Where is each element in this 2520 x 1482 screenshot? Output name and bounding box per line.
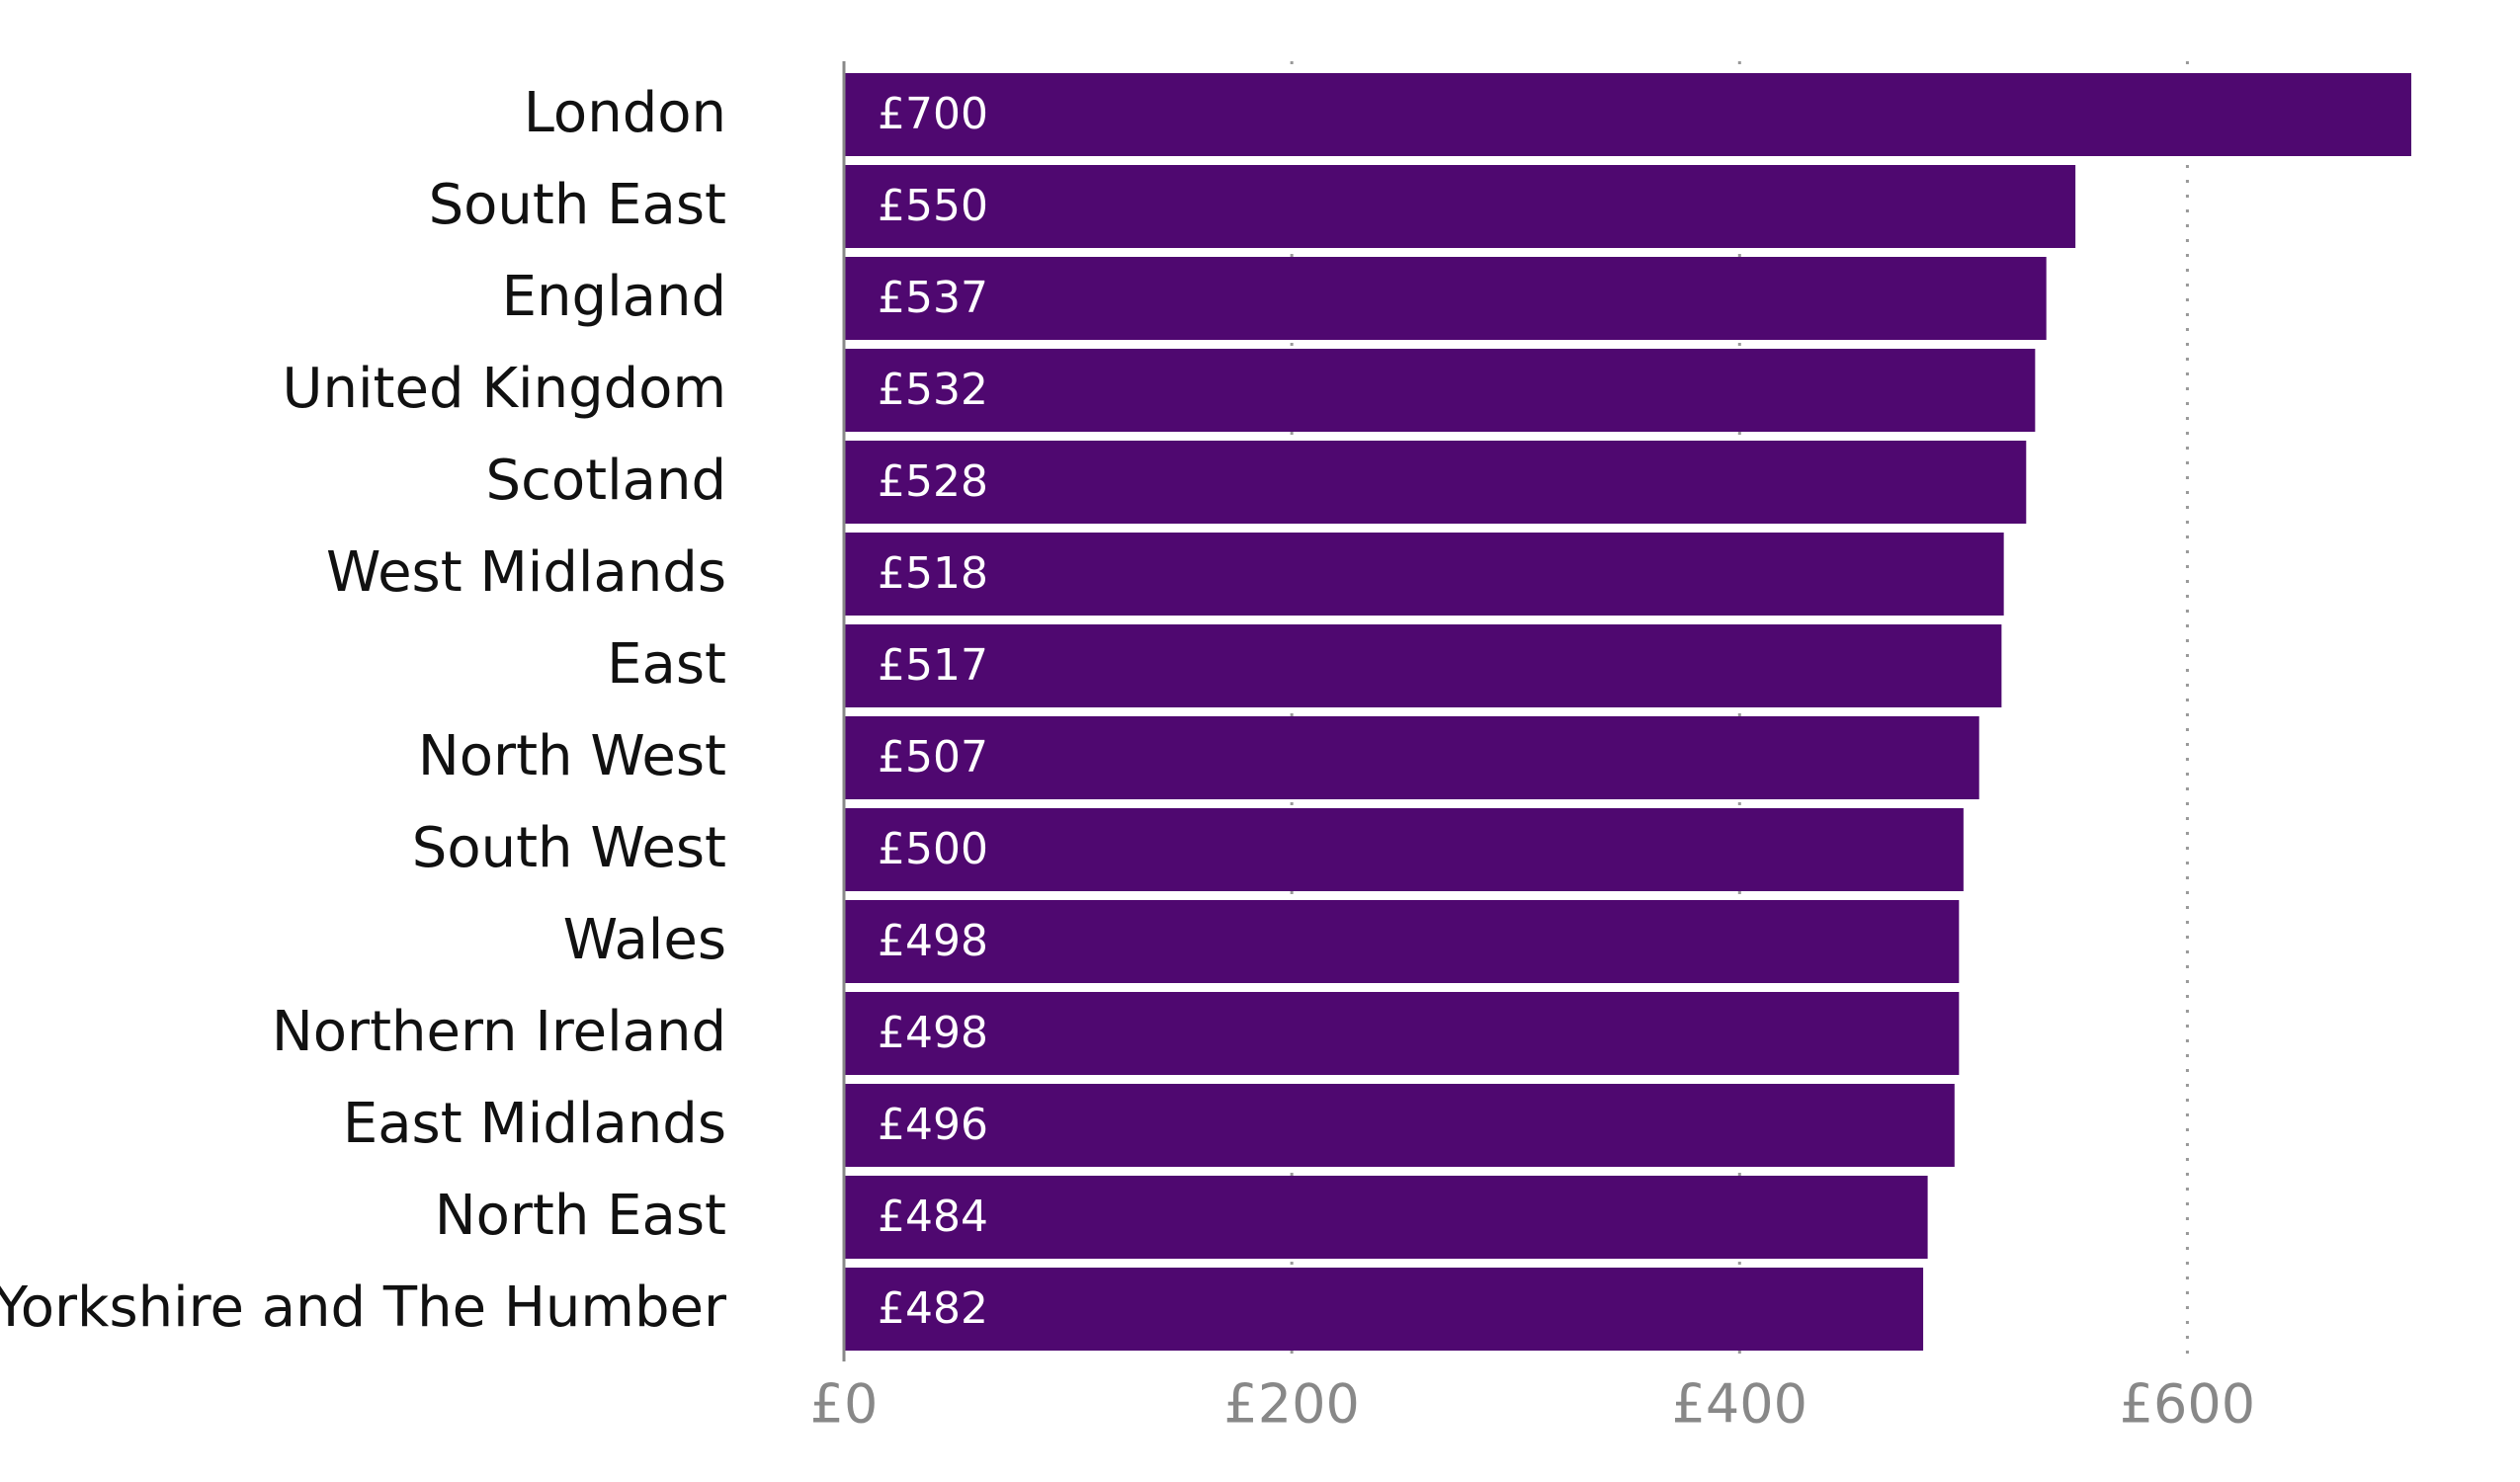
category-label: London — [524, 81, 726, 145]
value-label: £496 — [878, 1100, 988, 1150]
value-label: £498 — [878, 1008, 988, 1058]
bar — [844, 992, 1960, 1075]
bar — [844, 624, 2002, 707]
bar — [844, 900, 1960, 983]
value-label: £507 — [878, 732, 988, 782]
bar — [844, 73, 2411, 156]
bar — [844, 716, 1979, 799]
category-label: North West — [418, 724, 726, 788]
value-label: £537 — [878, 273, 988, 323]
category-label: Scotland — [486, 449, 726, 513]
category-label: Wales — [563, 908, 726, 972]
bar — [844, 441, 2027, 524]
bar — [844, 808, 1964, 891]
value-label: £482 — [878, 1283, 988, 1334]
value-label: £532 — [878, 365, 988, 415]
bar — [844, 165, 2076, 248]
value-label: £484 — [878, 1192, 988, 1242]
bar — [844, 257, 2047, 340]
category-label: Northern Ireland — [272, 1000, 726, 1064]
value-label: £528 — [878, 456, 988, 507]
bar — [844, 533, 2004, 616]
category-label: East — [607, 632, 726, 697]
category-label: West Midlands — [326, 540, 726, 605]
bar — [844, 1268, 1924, 1351]
value-label: £518 — [878, 548, 988, 599]
category-label: South West — [412, 816, 726, 880]
category-label: North East — [435, 1184, 726, 1248]
category-label: South East — [429, 173, 726, 237]
category-label: England — [502, 265, 726, 329]
category-label: East Midlands — [343, 1092, 726, 1156]
value-label: £700 — [878, 89, 988, 139]
value-label: £550 — [878, 181, 988, 231]
bar — [844, 1084, 1955, 1167]
value-label: £498 — [878, 916, 988, 966]
category-label: Yorkshire and The Humber — [0, 1276, 727, 1340]
value-label: £500 — [878, 824, 988, 874]
value-label: £517 — [878, 640, 988, 691]
x-tick-label: £400 — [1672, 1373, 1807, 1436]
x-tick-label: £600 — [2120, 1373, 2255, 1436]
bar — [844, 349, 2036, 432]
bar — [844, 1176, 1928, 1259]
x-tick-label: £200 — [1223, 1373, 1359, 1436]
category-label: United Kingdom — [283, 357, 726, 421]
x-tick-label: £0 — [810, 1373, 879, 1436]
